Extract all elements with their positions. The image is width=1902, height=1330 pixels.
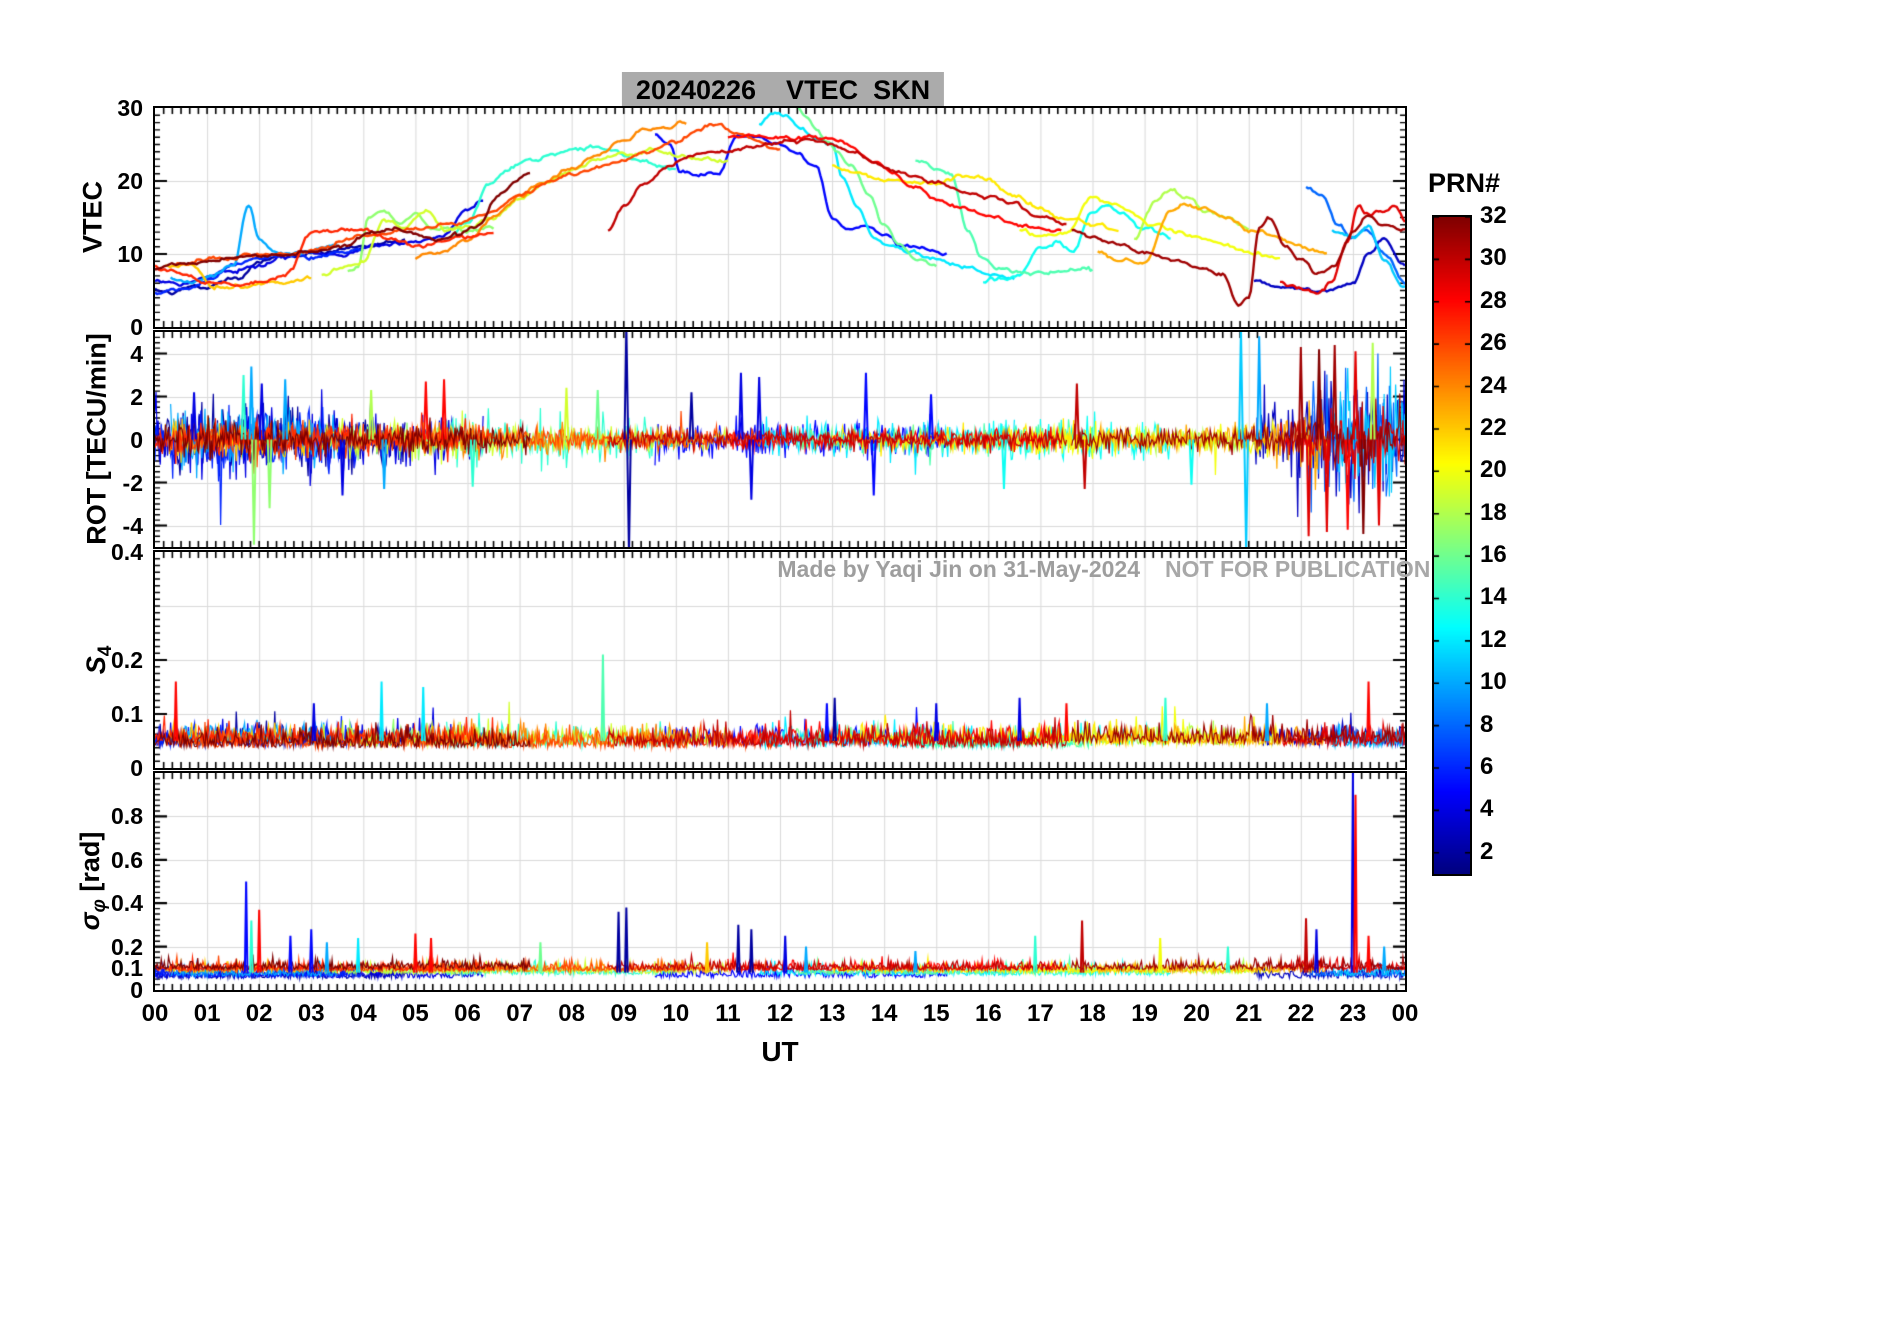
y-tick-label: 2 <box>130 383 143 410</box>
y-tick-label: 0 <box>130 755 143 781</box>
y-tick-label: 0 <box>130 426 143 453</box>
y-tick-label: 0.6 <box>111 846 143 873</box>
vtec-plot-canvas <box>153 106 1407 329</box>
prn-colorbar <box>1432 215 1472 876</box>
x-tick-label: 14 <box>870 1000 898 1027</box>
colorbar-tick-label: 8 <box>1480 710 1494 738</box>
x-tick-label: 23 <box>1339 1000 1367 1027</box>
x-tick-label: 06 <box>454 1000 481 1027</box>
s4-plot-canvas <box>153 550 1407 770</box>
colorbar-tick-label: 22 <box>1480 413 1507 441</box>
colorbar-tick-label: 4 <box>1480 795 1494 823</box>
colorbar-tick-label: 26 <box>1480 329 1507 357</box>
watermark-credit: Made by Yaqi Jin on 31-May-2024 <box>777 556 1140 582</box>
x-tick-label: 04 <box>349 1000 377 1027</box>
x-tick-label: 08 <box>558 1000 585 1027</box>
y-tick-label: 20 <box>117 168 143 194</box>
colorbar-tick-label: 6 <box>1480 753 1494 781</box>
colorbar-tick-label: 16 <box>1480 541 1507 569</box>
y-tick-label: 4 <box>130 340 143 367</box>
y-tick-label: 10 <box>117 241 143 267</box>
x-tick-label: 12 <box>766 1000 794 1027</box>
y-tick-label: 30 <box>117 95 143 121</box>
x-tick-label: 13 <box>818 1000 846 1027</box>
y-tick-label: 0.1 <box>111 955 143 982</box>
colorbar-tick-label: 24 <box>1480 371 1507 399</box>
y-tick-label: 0.1 <box>111 701 143 727</box>
y-tick-label: 0.2 <box>111 647 143 673</box>
sigma-phi-plot-canvas <box>153 771 1407 992</box>
x-tick-label: 21 <box>1235 1000 1263 1027</box>
x-tick-label: 17 <box>1027 1000 1054 1027</box>
x-tick-label: 03 <box>297 1000 325 1027</box>
watermark-notice: NOT FOR PUBLICATION <box>1165 556 1431 582</box>
y-tick-label: -2 <box>122 469 143 496</box>
x-tick-label: 20 <box>1183 1000 1210 1027</box>
x-tick-label: 00 <box>1391 1000 1419 1027</box>
y-tick-label: 0.8 <box>111 803 143 830</box>
x-tick-label: 22 <box>1287 1000 1315 1027</box>
colorbar-tick-label: 2 <box>1480 837 1494 865</box>
colorbar-tick-label: 28 <box>1480 286 1507 314</box>
colorbar-tick-label: 20 <box>1480 456 1507 484</box>
colorbar-tick-label: 30 <box>1480 244 1507 272</box>
y-tick-label: -4 <box>122 512 143 539</box>
x-tick-label: 01 <box>193 1000 221 1027</box>
rot-plot-canvas <box>153 330 1407 549</box>
y-tick-label: 0.2 <box>111 933 143 960</box>
x-tick-label: 10 <box>662 1000 690 1027</box>
x-tick-label: 09 <box>610 1000 638 1027</box>
x-tick-label: 07 <box>506 1000 533 1027</box>
colorbar-tick-label: 32 <box>1480 202 1507 229</box>
x-tick-label: 15 <box>922 1000 950 1027</box>
x-tick-label: 00 <box>141 1000 169 1027</box>
x-tick-label: 18 <box>1079 1000 1106 1027</box>
x-tick-label: 11 <box>715 1000 741 1027</box>
colorbar-tick-label: 18 <box>1480 498 1507 526</box>
y-tick-label: 0.4 <box>111 539 143 565</box>
x-axis-label: UT <box>761 1036 799 1067</box>
x-tick-label: 02 <box>245 1000 273 1027</box>
colorbar-tick-label: 14 <box>1480 583 1507 611</box>
y-tick-label: 0 <box>130 977 143 1003</box>
x-tick-label: 05 <box>402 1000 429 1027</box>
y-tick-label: 0.4 <box>111 890 143 917</box>
plot-title: 20240226 VTEC SKN <box>621 72 945 109</box>
colorbar-tick-label: 12 <box>1480 625 1507 653</box>
colorbar-tick-label: 10 <box>1480 668 1507 696</box>
colorbar-label: PRN# <box>1428 168 1501 198</box>
x-tick-label: 19 <box>1131 1000 1158 1027</box>
y-tick-label: 0 <box>130 314 143 340</box>
x-tick-label: 16 <box>974 1000 1002 1027</box>
